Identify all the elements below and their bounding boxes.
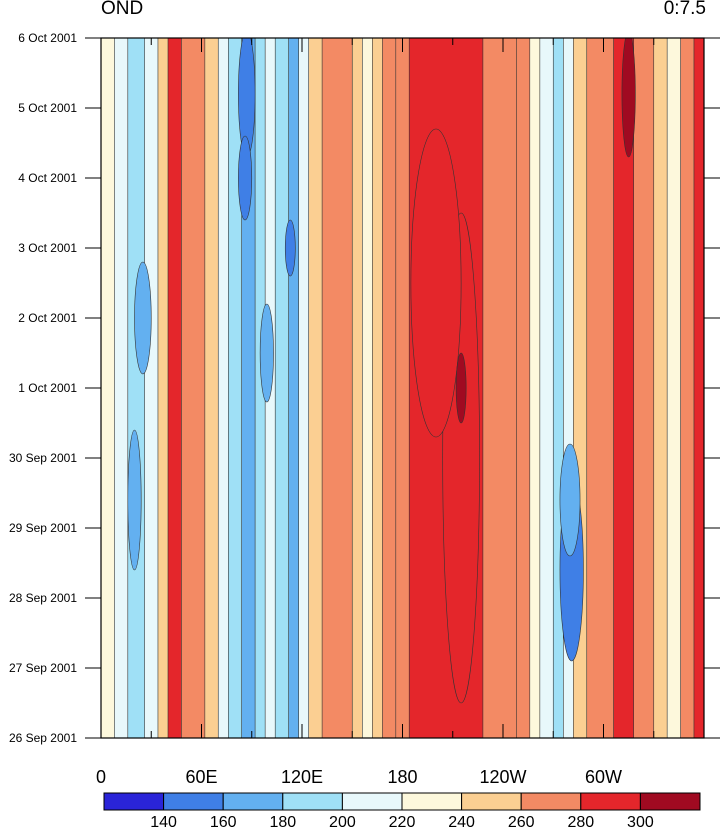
contour-band	[352, 38, 363, 738]
colorbar-swatch	[222, 792, 284, 811]
y-tick-label: 2 Oct 2001	[18, 311, 77, 325]
contour-band	[667, 38, 682, 738]
colorbar-label: 260	[508, 814, 535, 828]
colorbar-swatch	[341, 792, 403, 811]
colorbar-swatch	[639, 792, 701, 811]
contour-band	[563, 38, 574, 738]
contour-band	[288, 38, 300, 738]
contour-band	[553, 38, 564, 738]
y-tick-label: 1 Oct 2001	[18, 381, 77, 395]
colorbar-label: 300	[627, 814, 654, 828]
chart-title-left: OND	[101, 0, 144, 19]
axes: 0 60E 120E 180 120W 60W 26 Sep 2001 27 Sep 2001…	[9, 31, 720, 787]
colorbar: 140 160 180 200 220 240 260 280 300	[103, 792, 701, 828]
contour-band	[127, 38, 146, 738]
x-tick-label: 0	[96, 767, 106, 787]
colorbar-swatch	[282, 792, 343, 811]
contour-band	[114, 38, 129, 738]
colorbar-label: 240	[448, 814, 475, 828]
contour-feature	[621, 38, 636, 158]
chart-title-right: 0:7.5	[663, 0, 706, 19]
contour-feature	[127, 429, 142, 571]
contour-band	[539, 38, 554, 738]
contour-feature	[559, 443, 581, 557]
colorbar-label: 220	[389, 814, 416, 828]
contour-feature	[410, 128, 462, 438]
contour-band	[372, 38, 383, 738]
y-tick-label: 4 Oct 2001	[18, 171, 77, 185]
contour-feature	[284, 219, 296, 277]
x-tick-label: 120W	[479, 767, 526, 787]
contour-band	[218, 38, 229, 738]
contour-band	[680, 38, 695, 738]
colorbar-swatch	[520, 792, 582, 811]
y-tick-label: 27 Sep 2001	[9, 661, 77, 675]
colorbar-swatch	[580, 792, 641, 811]
contour-band	[168, 38, 182, 738]
y-tick-label: 5 Oct 2001	[18, 101, 77, 115]
contour-band	[613, 38, 635, 738]
x-tick-label: 60W	[585, 767, 622, 787]
y-tick-label: 30 Sep 2001	[9, 451, 77, 465]
contour-band	[693, 38, 704, 738]
contour-band	[275, 38, 290, 738]
contour-feature	[134, 261, 152, 375]
contour-band	[322, 38, 353, 738]
contour-band	[228, 38, 243, 738]
contour-band	[633, 38, 655, 738]
contour-band	[653, 38, 668, 738]
colorbar-swatch	[401, 792, 463, 811]
y-tick-label: 28 Sep 2001	[9, 591, 77, 605]
contour-feature	[259, 303, 274, 403]
contour-feature	[238, 135, 253, 221]
y-tick-label: 29 Sep 2001	[9, 521, 77, 535]
colorbar-label: 140	[150, 814, 177, 828]
y-tick-label: 3 Oct 2001	[18, 241, 77, 255]
contour-feature	[455, 352, 467, 424]
x-tick-label: 120E	[281, 767, 323, 787]
colorbar-label: 180	[269, 814, 296, 828]
contour-band	[101, 38, 115, 738]
colorbar-swatch	[461, 792, 522, 811]
contour-band	[586, 38, 615, 738]
contour-band	[395, 38, 410, 738]
y-tick-label: 26 Sep 2001	[9, 731, 77, 745]
contour-band	[482, 38, 517, 738]
contour-band	[144, 38, 159, 738]
contour-band	[362, 38, 373, 738]
colorbar-swatch	[163, 792, 224, 811]
contour-band	[298, 38, 310, 738]
colorbar-label: 160	[210, 814, 237, 828]
contour-band	[516, 38, 531, 738]
contour-band	[255, 38, 266, 738]
contour-band	[308, 38, 323, 738]
contour-band	[204, 38, 219, 738]
colorbar-swatch	[103, 792, 165, 811]
contour-band	[181, 38, 206, 738]
x-tick-label: 180	[387, 767, 417, 787]
x-tick-label: 60E	[185, 767, 217, 787]
y-tick-label: 6 Oct 2001	[18, 31, 77, 45]
colorbar-label: 200	[329, 814, 356, 828]
contour-band	[157, 38, 169, 738]
contour-band	[529, 38, 541, 738]
plot-area	[101, 38, 704, 738]
contour-band	[382, 38, 397, 738]
colorbar-label: 280	[567, 814, 594, 828]
